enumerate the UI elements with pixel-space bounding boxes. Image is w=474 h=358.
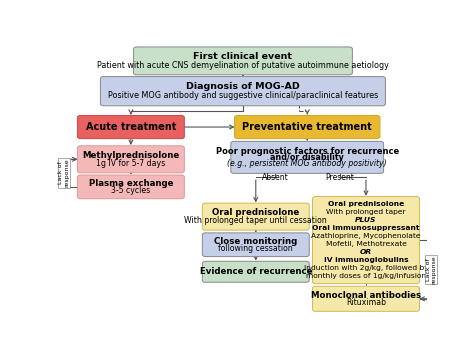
- FancyBboxPatch shape: [312, 197, 419, 284]
- Text: Mofetil, Methotrexate: Mofetil, Methotrexate: [326, 241, 406, 247]
- Text: Close monitoring: Close monitoring: [214, 237, 297, 246]
- Text: Absent: Absent: [262, 173, 288, 182]
- FancyBboxPatch shape: [202, 203, 309, 230]
- Text: Plasma exchange: Plasma exchange: [89, 179, 173, 188]
- Text: (e.g., persistent MOG antibody positivity): (e.g., persistent MOG antibody positivit…: [228, 159, 387, 168]
- FancyBboxPatch shape: [202, 261, 309, 282]
- Text: Oral prednisolone: Oral prednisolone: [328, 201, 404, 207]
- Text: OR: OR: [360, 249, 372, 255]
- Text: Preventative treatment: Preventative treatment: [242, 122, 372, 132]
- Text: Monoclonal antibodies: Monoclonal antibodies: [311, 291, 421, 300]
- Text: Oral immunosuppressant: Oral immunosuppressant: [312, 225, 420, 231]
- FancyBboxPatch shape: [77, 175, 184, 199]
- Text: Methylprednisolone: Methylprednisolone: [82, 151, 180, 160]
- Text: Patient with acute CNS demyelination of putative autoimmune aetiology: Patient with acute CNS demyelination of …: [97, 61, 389, 69]
- Text: Acute treatment: Acute treatment: [86, 122, 176, 132]
- FancyBboxPatch shape: [231, 141, 383, 173]
- Text: and/or disability: and/or disability: [270, 153, 344, 162]
- Text: Diagnosis of MOG-AD: Diagnosis of MOG-AD: [186, 82, 300, 91]
- FancyBboxPatch shape: [235, 116, 380, 139]
- Text: Oral prednisolone: Oral prednisolone: [212, 208, 300, 217]
- Text: PLUS: PLUS: [356, 217, 377, 223]
- FancyBboxPatch shape: [202, 233, 309, 257]
- Text: Lack of
response: Lack of response: [58, 159, 69, 187]
- Text: Poor prognostic factors for recurrence: Poor prognostic factors for recurrence: [216, 147, 399, 156]
- Text: Evidence of recurrence: Evidence of recurrence: [200, 267, 312, 276]
- Text: 1g IV for 5-7 days: 1g IV for 5-7 days: [96, 159, 165, 168]
- Text: IV immunoglobulins: IV immunoglobulins: [324, 257, 408, 263]
- Text: following cessation: following cessation: [219, 244, 293, 253]
- Text: 3-5 cycles: 3-5 cycles: [111, 186, 151, 195]
- Text: Positive MOG antibody and suggestive clinical/paraclinical features: Positive MOG antibody and suggestive cli…: [108, 91, 378, 100]
- FancyBboxPatch shape: [77, 146, 184, 173]
- Text: With prolonged taper: With prolonged taper: [326, 209, 406, 215]
- FancyBboxPatch shape: [100, 77, 385, 106]
- Text: Azathioprine, Mycophenolate: Azathioprine, Mycophenolate: [311, 233, 421, 239]
- Text: monthly doses of 1g/kg/infusion: monthly doses of 1g/kg/infusion: [306, 273, 426, 279]
- Text: First clinical event: First clinical event: [193, 52, 292, 61]
- Text: With prolonged taper until cessation: With prolonged taper until cessation: [184, 216, 327, 225]
- Text: Rituximab: Rituximab: [346, 298, 386, 307]
- FancyBboxPatch shape: [77, 116, 184, 139]
- FancyBboxPatch shape: [312, 286, 419, 311]
- Text: Lack of
response: Lack of response: [426, 255, 437, 284]
- Text: Induction with 2g/kg, followed by: Induction with 2g/kg, followed by: [304, 265, 428, 271]
- FancyBboxPatch shape: [134, 47, 352, 75]
- Text: Present: Present: [325, 173, 354, 182]
